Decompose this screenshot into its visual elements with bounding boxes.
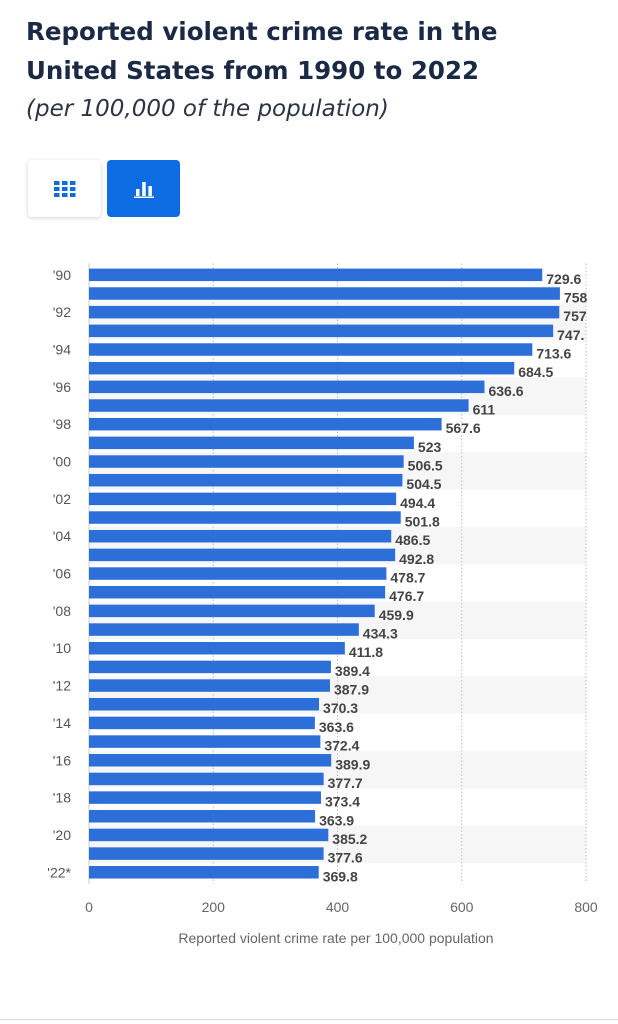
bar[interactable] — [89, 268, 543, 282]
data-label: 506.5 — [408, 458, 443, 474]
x-tick-label: 200 — [202, 899, 226, 915]
data-label: 567.6 — [446, 420, 481, 436]
y-tick-label: '20 — [53, 827, 71, 843]
data-label: 684.5 — [518, 364, 553, 380]
bar[interactable] — [89, 567, 387, 580]
table-grid-icon — [53, 180, 75, 197]
y-tick-label: '92 — [53, 304, 71, 320]
y-tick-label: '94 — [53, 342, 71, 358]
bar[interactable] — [89, 585, 386, 599]
y-tick-label: '18 — [53, 790, 71, 806]
table-view-button[interactable] — [28, 160, 101, 217]
bar[interactable] — [89, 417, 442, 431]
bar[interactable] — [89, 679, 330, 692]
bar[interactable] — [89, 697, 320, 711]
data-label: 369.8 — [323, 868, 358, 884]
data-label: 611 — [473, 402, 496, 418]
bar[interactable] — [89, 866, 319, 879]
divider — [0, 1019, 618, 1020]
data-label: 434.3 — [363, 626, 398, 642]
y-tick-label: '16 — [53, 752, 71, 768]
data-label: 363.6 — [319, 719, 354, 735]
bar[interactable] — [89, 641, 345, 655]
data-label: 758 — [564, 290, 588, 306]
data-label: 373.4 — [325, 794, 360, 810]
data-label: 377.7 — [328, 775, 363, 791]
data-label: 757 — [563, 308, 587, 324]
bar[interactable] — [89, 847, 324, 860]
data-label: 523 — [418, 439, 442, 455]
y-tick-label: '12 — [53, 678, 71, 694]
data-label: 478.7 — [390, 570, 425, 586]
y-tick-label: '02 — [53, 491, 71, 507]
data-label: 486.5 — [395, 532, 430, 548]
y-tick-label: '04 — [53, 528, 71, 544]
data-label: 411.8 — [349, 644, 383, 660]
x-tick-label: 800 — [574, 899, 598, 915]
data-label: 492.8 — [399, 551, 434, 567]
bar[interactable] — [89, 623, 359, 636]
bar[interactable] — [89, 548, 396, 562]
y-tick-label: '96 — [53, 379, 71, 395]
bar[interactable] — [89, 287, 560, 300]
y-tick-label: '22* — [47, 864, 71, 880]
data-label: 501.8 — [405, 514, 440, 530]
data-label: 494.4 — [400, 495, 435, 511]
chart-view-button[interactable] — [107, 160, 180, 217]
data-label: 385.2 — [332, 831, 367, 847]
bar[interactable] — [89, 735, 321, 748]
data-label: 389.9 — [335, 756, 370, 772]
data-label: 363.9 — [319, 812, 354, 828]
x-tick-label: 0 — [85, 899, 93, 915]
bar-chart-icon — [133, 181, 154, 198]
bar[interactable] — [89, 828, 329, 842]
data-label: 476.7 — [389, 588, 424, 604]
bar[interactable] — [89, 455, 404, 468]
bar[interactable] — [89, 473, 403, 487]
data-label: 747. — [557, 327, 584, 343]
bar[interactable] — [89, 492, 397, 506]
chart-subtitle: (per 100,000 of the population) — [26, 96, 389, 122]
data-label: 389.4 — [335, 663, 370, 679]
chart-title: Reported violent crime rate in the Unite… — [26, 17, 498, 85]
data-label: 387.9 — [334, 682, 369, 698]
bar[interactable] — [89, 754, 332, 767]
bar[interactable] — [89, 361, 515, 375]
bar[interactable] — [89, 716, 315, 730]
bar[interactable] — [89, 305, 560, 319]
bar[interactable] — [89, 399, 469, 412]
y-tick-label: '00 — [53, 454, 71, 470]
x-axis-title: Reported violent crime rate per 100,000 … — [178, 930, 493, 946]
bar[interactable] — [89, 791, 321, 804]
bar[interactable] — [89, 380, 485, 394]
y-tick-label: '08 — [53, 603, 71, 619]
bar[interactable] — [89, 604, 375, 618]
data-label: 370.3 — [323, 700, 358, 716]
x-tick-label: 600 — [450, 899, 474, 915]
y-tick-label: '98 — [53, 416, 71, 432]
data-label: 377.6 — [328, 850, 363, 866]
data-label: 504.5 — [406, 476, 441, 492]
bar[interactable] — [89, 772, 324, 786]
y-tick-label: '10 — [53, 640, 71, 656]
bar[interactable] — [89, 660, 331, 674]
bar[interactable] — [89, 436, 414, 450]
x-tick-label: 400 — [326, 899, 350, 915]
y-tick-label: '06 — [53, 566, 71, 582]
y-tick-label: '14 — [53, 715, 71, 731]
data-label: 713.6 — [536, 346, 571, 362]
bar[interactable] — [89, 343, 533, 356]
data-label: 636.6 — [488, 383, 523, 399]
data-label: 729.6 — [546, 271, 581, 287]
bar[interactable] — [89, 511, 401, 524]
y-tick-label: '90 — [53, 267, 71, 283]
bar[interactable] — [89, 529, 392, 543]
data-label: 459.9 — [379, 607, 414, 623]
bar[interactable] — [89, 324, 554, 338]
data-label: 372.4 — [324, 738, 359, 754]
bar[interactable] — [89, 810, 316, 823]
bar-chart: 729.6 758 757 747. 713.6 684.5 636.6 611 567.652… — [47, 263, 598, 946]
